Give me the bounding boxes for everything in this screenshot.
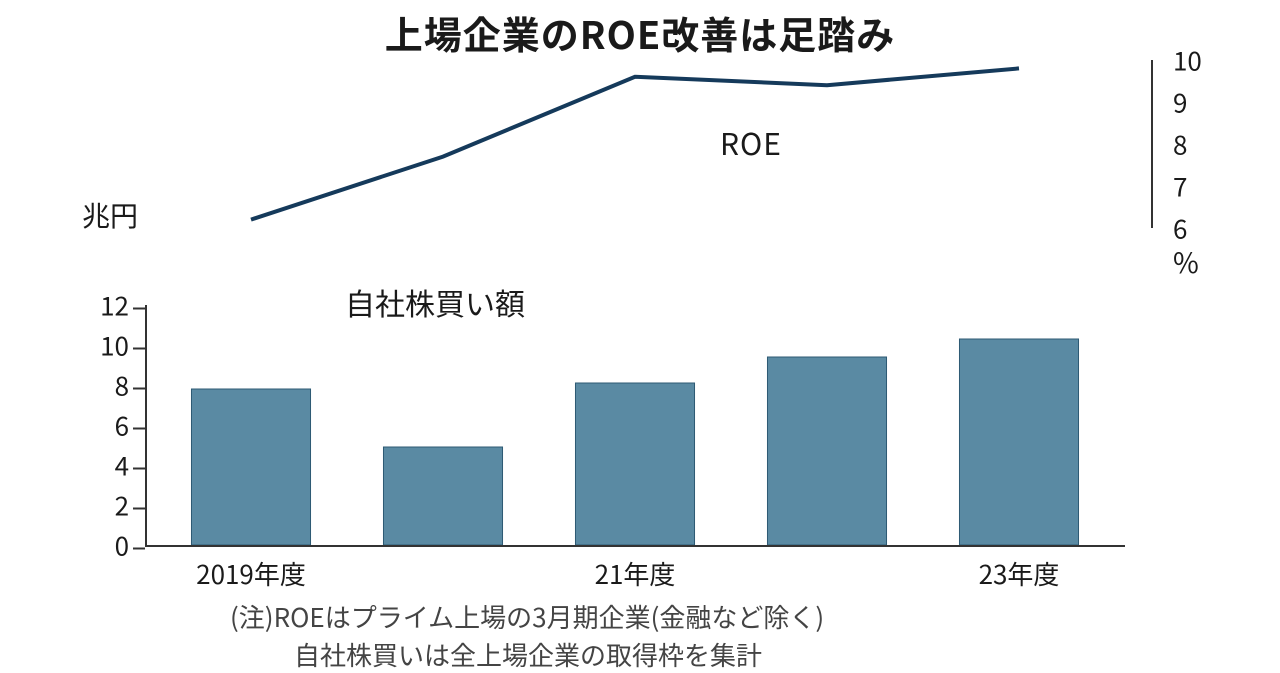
bar-ytick: 0: [87, 527, 145, 564]
footnote-line-1: (注)ROEはプライム上場の3月期企業(金融など除く): [230, 598, 824, 636]
footnote-line-2: 自社株買いは全上場企業の取得枠を集計: [230, 636, 824, 673]
bar-ytick: 4: [87, 447, 145, 484]
bar-ytick: 2: [87, 487, 145, 524]
bar: [575, 383, 694, 545]
chart-stage: 上場企業のROE改善は足踏み ROE % 兆円 自社株買い額 678910 02…: [0, 0, 1280, 672]
chart-footnote: (注)ROEはプライム上場の3月期企業(金融など除く) 自社株買いは全上場企業の…: [230, 598, 824, 673]
x-axis-label: 2019年度: [196, 555, 306, 592]
bar-ytick: 6: [87, 407, 145, 444]
bar-ytick: 10: [87, 327, 145, 364]
bar-ytick: 12: [87, 287, 145, 324]
x-axis-label: 23年度: [979, 555, 1060, 592]
bar: [383, 447, 502, 545]
x-axis-label: 21年度: [595, 555, 676, 592]
bar: [191, 389, 310, 545]
bar: [767, 357, 886, 545]
x-axis-baseline: [145, 545, 1125, 547]
bar: [959, 339, 1078, 545]
bar-ytick: 8: [87, 367, 145, 404]
